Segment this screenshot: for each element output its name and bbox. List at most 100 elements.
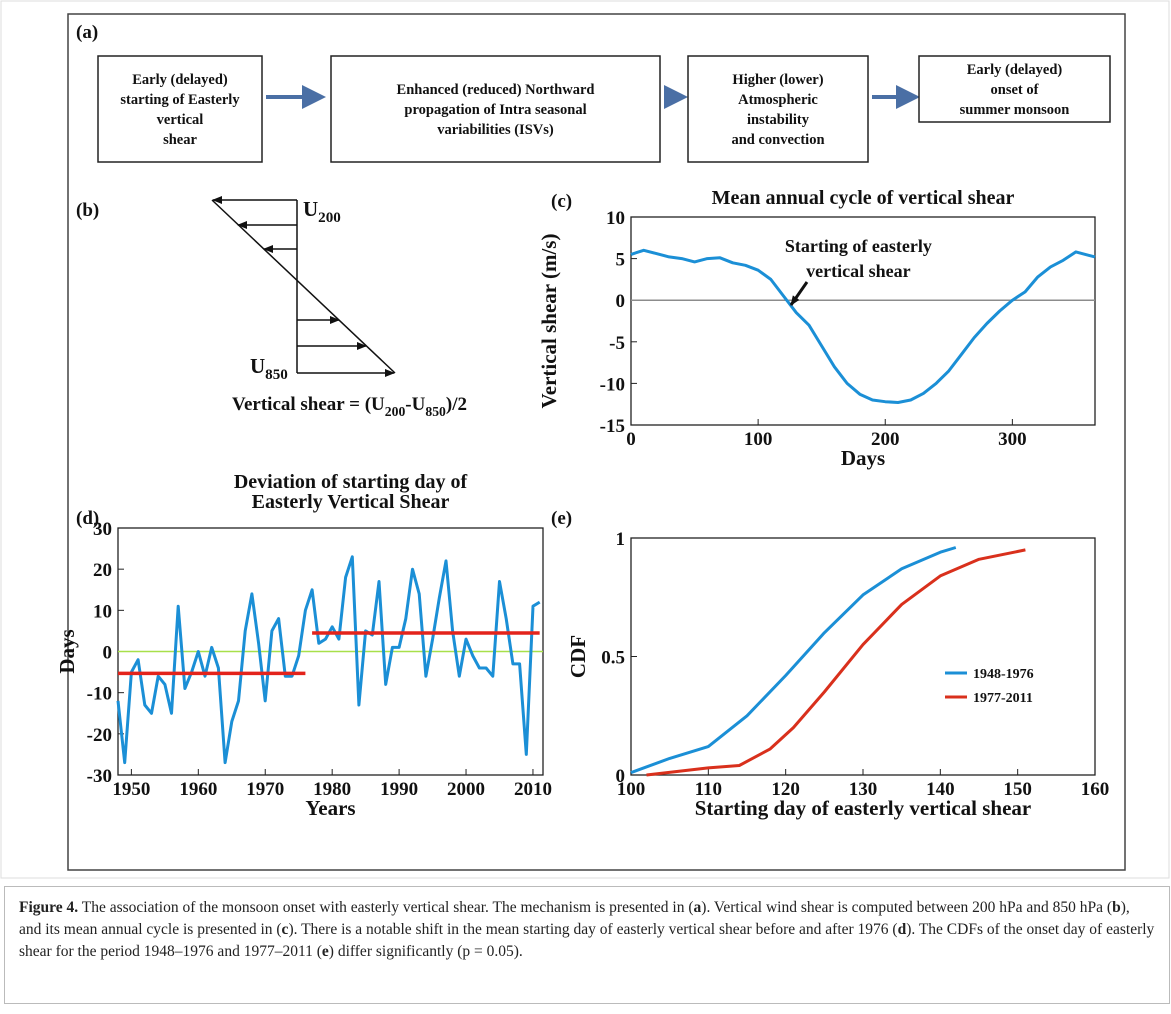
x-tick-label: 100 xyxy=(617,779,646,800)
shear-equation: Vertical shear = (U200-U850)/2 xyxy=(232,394,467,419)
y-axis-label: CDF xyxy=(566,635,590,678)
x-tick-label: 120 xyxy=(771,779,800,800)
plot-frame xyxy=(630,537,1096,776)
caption-text: e xyxy=(321,943,329,960)
text-part: U xyxy=(250,354,265,378)
u850-label: U850 xyxy=(250,354,288,383)
y-tick-label: -10 xyxy=(87,684,112,705)
caption: Figure 4. The association of the monsoon… xyxy=(4,886,1170,1004)
flow-text: vertical xyxy=(157,112,204,128)
x-tick-label: 130 xyxy=(849,779,878,800)
caption-text: ) differ significantly (p = 0.05). xyxy=(328,943,523,960)
data-line xyxy=(630,248,1096,404)
profile-line xyxy=(211,199,396,374)
data-line xyxy=(646,548,1026,777)
page-border xyxy=(0,0,1170,879)
y-tick-label: 10 xyxy=(606,208,625,229)
caption-text: ). Vertical wind shear is computed betwe… xyxy=(701,899,1113,916)
y-tick-label: 20 xyxy=(93,560,112,581)
flow-box xyxy=(97,55,263,163)
y-tick-label: 0 xyxy=(103,643,113,664)
annotation: Starting of easterly xyxy=(785,236,932,256)
y-tick-label: 0.5 xyxy=(601,648,625,669)
text-part: 200 xyxy=(385,404,406,419)
x-tick-label: 1980 xyxy=(313,779,351,800)
y-tick-label: -10 xyxy=(600,374,625,395)
chart-title: Deviation of starting day of xyxy=(234,471,468,493)
x-tick-label: 1990 xyxy=(380,779,418,800)
text-part: Vertical shear = (U xyxy=(232,394,385,415)
caption-text: ). There is a notable shift in the mean … xyxy=(288,921,898,938)
flow-box xyxy=(918,55,1111,123)
legend-label: 1977-2011 xyxy=(973,691,1033,706)
x-axis-label: Years xyxy=(305,796,355,820)
legend-label: 1948-1976 xyxy=(973,667,1034,682)
x-tick-label: 110 xyxy=(695,779,722,800)
y-tick-label: 5 xyxy=(616,250,626,271)
flow-text: shear xyxy=(163,132,197,148)
shear-diagram xyxy=(211,196,396,377)
x-tick-label: 1970 xyxy=(246,779,284,800)
x-tick-label: 1950 xyxy=(112,779,150,800)
flow-box xyxy=(330,55,661,163)
x-tick-label: 160 xyxy=(1081,779,1110,800)
flow-text: summer monsoon xyxy=(960,102,1070,118)
text-part: U xyxy=(303,197,318,221)
panel-label: (a) xyxy=(76,22,98,43)
x-tick-label: 0 xyxy=(626,429,636,450)
flow-text: Early (delayed) xyxy=(967,62,1063,78)
flow-text: propagation of Intra seasonal xyxy=(404,102,586,118)
caption-text: a xyxy=(693,899,702,916)
data-line xyxy=(630,546,957,775)
flow-text: Early (delayed) xyxy=(132,72,228,88)
flow-text: Atmospheric xyxy=(738,92,818,108)
flow-text: starting of Easterly xyxy=(120,92,240,108)
x-tick-label: 300 xyxy=(998,429,1027,450)
caption-text: ), and its mean annual cycle is presente… xyxy=(19,899,1130,938)
panel-label: (c) xyxy=(551,191,572,212)
caption-text: c xyxy=(281,921,289,938)
flow-box xyxy=(687,55,869,163)
chart-title: Mean annual cycle of vertical shear xyxy=(712,187,1015,209)
y-axis-label: Vertical shear (m/s) xyxy=(537,234,561,409)
x-tick-label: 1960 xyxy=(179,779,217,800)
y-tick-label: -15 xyxy=(600,416,625,437)
text-part: 200 xyxy=(318,210,341,226)
caption-text: b xyxy=(1112,899,1121,916)
flow-text: Higher (lower) xyxy=(732,72,823,88)
text-part: )/2 xyxy=(446,394,467,415)
caption-text: The association of the monsoon onset wit… xyxy=(78,899,694,916)
x-axis-label: Starting day of easterly vertical shear xyxy=(695,796,1032,820)
figure-frame xyxy=(67,13,1126,871)
u200-label: U200 xyxy=(303,197,341,226)
plot-frame xyxy=(630,216,1096,426)
caption-text: Figure 4. xyxy=(19,899,79,916)
figure: (a) (b) (c) (d) (e) U200 U850 Vertical s… xyxy=(0,0,1170,879)
text-part: 850 xyxy=(265,367,288,383)
y-tick-label: 30 xyxy=(93,519,112,540)
y-tick-label: 0 xyxy=(616,291,626,312)
text-part: 850 xyxy=(425,404,446,419)
caption-text: d xyxy=(897,921,907,938)
y-axis-label: Days xyxy=(55,629,79,673)
x-tick-label: 150 xyxy=(1003,779,1032,800)
x-axis-label: Days xyxy=(841,446,885,470)
y-tick-label: -30 xyxy=(87,766,112,787)
x-tick-label: 100 xyxy=(744,429,773,450)
caption-text: ). The CDFs of the onset day of easterly… xyxy=(19,921,1155,960)
flow-text: Enhanced (reduced) Northward xyxy=(397,82,595,98)
y-tick-label: 10 xyxy=(93,601,112,622)
chart-title: Easterly Vertical Shear xyxy=(252,491,450,513)
x-tick-label: 2000 xyxy=(447,779,485,800)
flow-text: onset of xyxy=(991,82,1039,98)
y-tick-label: 0 xyxy=(616,766,626,787)
text-part: -U xyxy=(405,394,425,415)
y-tick-label: 1 xyxy=(616,529,626,550)
panel-label: (e) xyxy=(551,508,572,529)
y-tick-label: -5 xyxy=(609,333,625,354)
x-tick-label: 140 xyxy=(926,779,955,800)
x-tick-label: 200 xyxy=(871,429,900,450)
x-tick-label: 2010 xyxy=(514,779,552,800)
flow-text: and convection xyxy=(731,132,824,148)
